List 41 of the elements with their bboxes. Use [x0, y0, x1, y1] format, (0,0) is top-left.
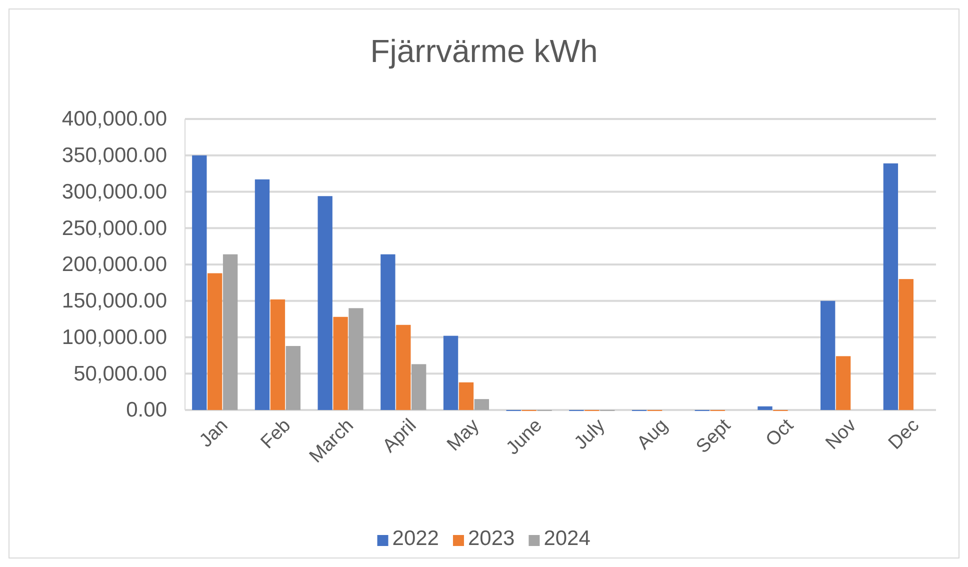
x-tick-label: Oct [762, 414, 798, 451]
bar [883, 163, 898, 410]
bar [458, 382, 474, 410]
bar [254, 179, 270, 410]
y-tick-label: 50,000.00 [74, 362, 167, 386]
x-tick-label: Nov [822, 414, 861, 454]
bar [396, 324, 411, 410]
bar [758, 406, 772, 410]
bar [443, 336, 458, 410]
legend-label: 2023 [468, 527, 515, 550]
y-tick-label: 350,000.00 [62, 144, 167, 168]
legend-label: 2024 [544, 527, 591, 550]
x-tick-label: July [570, 414, 610, 454]
bar [898, 279, 914, 410]
y-tick-label: 0.00 [126, 398, 167, 422]
legend-label: 2022 [392, 527, 439, 550]
y-tick-label: 300,000.00 [62, 180, 167, 204]
bar [348, 308, 364, 410]
bar [192, 155, 207, 410]
bar [286, 346, 300, 410]
x-tick-label: May [443, 414, 484, 456]
x-tick-label: Feb [257, 415, 296, 454]
bar [208, 273, 222, 410]
bar [412, 364, 426, 410]
y-tick-label: 150,000.00 [62, 290, 167, 313]
x-tick-label: Dec [884, 415, 924, 454]
bar [474, 399, 490, 410]
y-tick-label: 100,000.00 [62, 326, 167, 349]
bar [222, 254, 238, 410]
bar [333, 316, 348, 410]
bar [318, 196, 332, 410]
y-tick-label: 250,000.00 [62, 216, 167, 240]
bar [270, 299, 286, 410]
x-tick-label: Jan [196, 415, 232, 452]
chart-title: Fjärrvärme kWh [370, 33, 598, 69]
bar [380, 254, 396, 410]
x-tick-label: Aug [633, 415, 672, 454]
y-tick-label: 400,000.00 [62, 108, 167, 131]
y-tick-label: 200,000.00 [62, 253, 167, 276]
bar [820, 300, 836, 410]
bar [836, 356, 851, 410]
